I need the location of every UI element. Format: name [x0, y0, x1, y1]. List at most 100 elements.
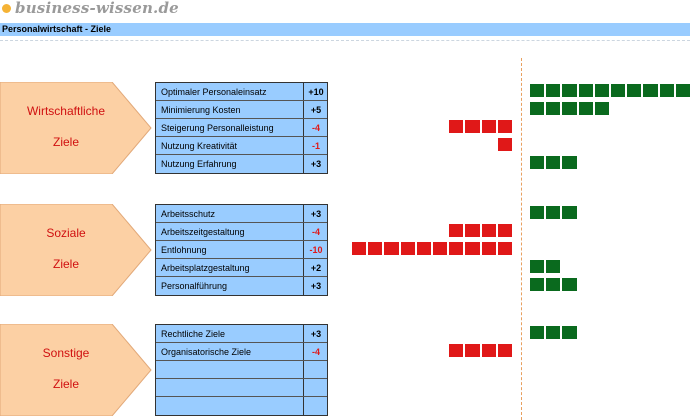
negative-bar-cell	[464, 223, 481, 238]
goal-score: +2	[310, 263, 322, 273]
positive-bar-cell	[626, 83, 643, 98]
table-column-separator	[303, 205, 304, 295]
positive-bar-cell	[545, 155, 562, 170]
table-row[interactable]: Rechtliche Ziele +3	[156, 325, 327, 343]
positive-bar-cell	[642, 83, 659, 98]
logo-text: business-wissen.de	[15, 0, 179, 17]
positive-bar-cell	[545, 101, 562, 116]
positive-bar-cell	[674, 83, 691, 98]
positive-bar-cell	[529, 259, 546, 274]
negative-bar-cell	[496, 119, 513, 134]
positive-bar-cell	[545, 325, 562, 340]
table-column-separator	[303, 83, 304, 173]
negative-bar-cell	[496, 343, 513, 358]
negative-bar-cell	[464, 119, 481, 134]
zero-axis-line	[521, 58, 522, 420]
group-arrow-shape	[0, 82, 152, 174]
negative-bar-cell	[432, 241, 449, 256]
goal-score: +3	[310, 159, 322, 169]
negative-bar-cell	[480, 241, 497, 256]
goal-label: Optimaler Personaleinsatz	[161, 87, 267, 97]
negative-bar-cell	[496, 223, 513, 238]
negative-bar-cell	[480, 343, 497, 358]
goal-label: Steigerung Personalleistung	[161, 123, 274, 133]
table-row[interactable]: Nutzung Kreativität -1	[156, 137, 327, 155]
goal-score: -4	[311, 227, 320, 237]
table-row[interactable]	[156, 397, 327, 415]
table-row[interactable]	[156, 379, 327, 397]
goal-score: +3	[310, 329, 322, 339]
negative-bar-cell	[415, 241, 432, 256]
negative-bar-cell	[448, 241, 465, 256]
table-row[interactable]: Organisatorische Ziele -4	[156, 343, 327, 361]
goal-score: +10	[308, 87, 324, 97]
group-label: Wirtschaftliche	[26, 104, 106, 118]
negative-bar-cell	[367, 241, 384, 256]
logo-dot-icon	[2, 3, 11, 13]
negative-bar-cell	[448, 119, 465, 134]
positive-bar-cell	[593, 83, 610, 98]
positive-bar-cell	[610, 83, 627, 98]
group-label-sub: Ziele	[52, 257, 79, 271]
group-label-sub: Ziele	[52, 377, 79, 391]
goal-score: -1	[311, 141, 320, 151]
goal-label: Arbeitszeitgestaltung	[161, 227, 245, 237]
goal-label: Rechtliche Ziele	[161, 329, 226, 339]
table-row[interactable]: Minimierung Kosten +5	[156, 101, 327, 119]
logo[interactable]: business-wissen.de	[0, 0, 179, 17]
sheet-title: Personalwirtschaft - Ziele	[0, 23, 690, 36]
goal-label: Entlohnung	[161, 245, 207, 255]
table-row[interactable]	[156, 361, 327, 379]
positive-bar-cell	[577, 83, 594, 98]
table-row[interactable]: Optimaler Personaleinsatz +10	[156, 83, 327, 101]
goal-label: Personalführung	[161, 281, 228, 291]
negative-bar-cell	[480, 119, 497, 134]
goal-score: -4	[311, 123, 320, 133]
positive-bar-cell	[561, 325, 578, 340]
negative-bar-cell	[464, 343, 481, 358]
positive-bar-cell	[593, 101, 610, 116]
positive-bar-cell	[529, 83, 546, 98]
group-label-sub: Ziele	[52, 135, 79, 149]
positive-bar-cell	[529, 205, 546, 220]
negative-bar-cell	[383, 241, 400, 256]
positive-bar-cell	[561, 205, 578, 220]
table-row[interactable]: Personalführung +3	[156, 277, 327, 295]
positive-bar-cell	[561, 277, 578, 292]
negative-bar-cell	[480, 223, 497, 238]
positive-bar-cell	[529, 325, 546, 340]
goal-score: +5	[310, 105, 322, 115]
table-row[interactable]: Steigerung Personalleistung -4	[156, 119, 327, 137]
goal-label: Organisatorische Ziele	[161, 347, 252, 357]
group-arrow-shape	[0, 324, 152, 416]
goal-label: Arbeitsplatzgestaltung	[161, 263, 250, 273]
goal-score: -4	[311, 347, 320, 357]
positive-bar-cell	[561, 83, 578, 98]
negative-bar-cell	[496, 137, 513, 152]
table-row[interactable]: Arbeitsschutz +3	[156, 205, 327, 223]
table-row[interactable]: Arbeitszeitgestaltung -4	[156, 223, 327, 241]
positive-bar-cell	[561, 155, 578, 170]
group-arrow: Soziale Ziele	[0, 204, 152, 296]
negative-bar-cell	[351, 241, 368, 256]
group-arrow-shape	[0, 204, 152, 296]
goal-score: +3	[310, 209, 322, 219]
goal-label: Arbeitsschutz	[161, 209, 216, 219]
positive-bar-cell	[545, 259, 562, 274]
positive-bar-cell	[545, 83, 562, 98]
table-row[interactable]: Nutzung Erfahrung +3	[156, 155, 327, 173]
goal-label: Minimierung Kosten	[161, 105, 241, 115]
negative-bar-cell	[496, 241, 513, 256]
table-row[interactable]: Entlohnung -10	[156, 241, 327, 259]
negative-bar-cell	[448, 343, 465, 358]
table-column-separator	[303, 325, 304, 415]
table-row[interactable]: Arbeitsplatzgestaltung +2	[156, 259, 327, 277]
goal-label: Nutzung Erfahrung	[161, 159, 237, 169]
positive-bar-cell	[529, 277, 546, 292]
group-arrow: Sonstige Ziele	[0, 324, 152, 416]
goal-score: -10	[309, 245, 323, 255]
group-arrow: Wirtschaftliche Ziele	[0, 82, 152, 174]
goal-score: +3	[310, 281, 322, 291]
positive-bar-cell	[529, 101, 546, 116]
group-label: Sonstige	[42, 346, 90, 360]
